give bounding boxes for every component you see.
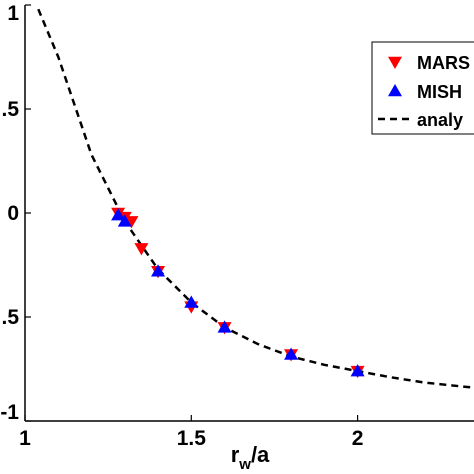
x-tick-label: 1.5 [177,427,207,450]
x-tick-label: 2 [352,427,364,450]
analytic-curve [37,8,474,389]
y-tick-label: 1 [7,2,19,25]
mish-point [184,295,199,308]
x-tick-label: 1 [19,427,31,450]
legend: MARS MISH analy [371,41,474,135]
series-layer [37,8,474,389]
mish-point [217,320,232,333]
mars-point [134,243,149,256]
y-tick-label: 0 [7,202,19,225]
x-axis-label-rest: /a [251,442,270,467]
legend-swatch-mish [388,84,402,97]
legend-label: MISH [417,82,462,102]
mish-point [111,208,126,221]
y-tick-label: .5 [1,306,19,329]
y-tick-label: -1 [0,401,19,424]
tick-marks [24,4,359,422]
mish-point [117,214,132,227]
mish-point [151,264,166,277]
legend-swatch-mars [388,56,402,69]
x-axis-label-main: r [231,442,240,467]
legend-label: analy [417,110,463,130]
legend-label: MARS [417,53,470,73]
tick-labels: 1 1.5 21.50.5-1 [0,2,363,450]
mars-point [124,216,139,229]
mish-point [284,347,299,360]
x-axis-label-subscript: w [238,456,251,473]
y-tick-label: .5 [1,98,19,121]
mish-point [350,364,365,377]
x-axis-label: rw/a [231,442,270,473]
